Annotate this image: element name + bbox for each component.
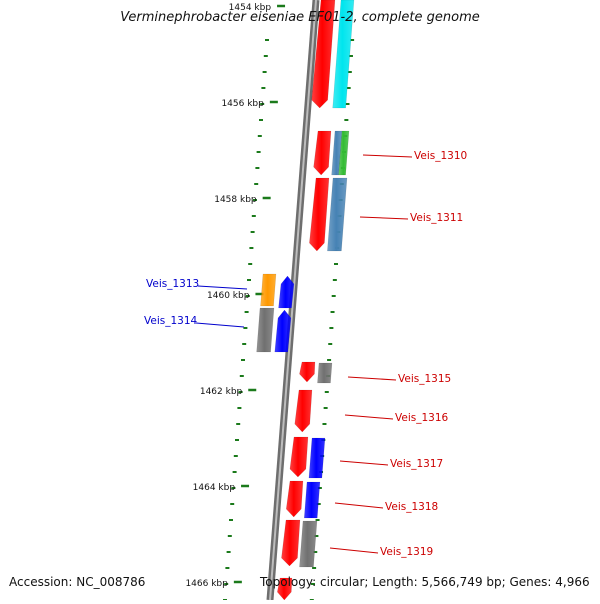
scale-label: 1462 kbp	[200, 387, 243, 397]
gene-bar-blue	[274, 309, 292, 353]
gene-label-leader	[359, 216, 409, 220]
gene-label: Veis_1316	[395, 412, 449, 424]
gene-label: Veis_1313	[146, 278, 199, 290]
gene-label-leader	[197, 285, 248, 290]
scale-label: 1466 kbp	[185, 579, 228, 589]
gene-label: Veis_1317	[390, 458, 443, 470]
gene-bar-red	[313, 130, 332, 176]
gene-label-leader	[195, 322, 245, 328]
gene-bar-red	[311, 0, 336, 109]
gene-bar-blue	[308, 437, 326, 479]
gene-bar-red	[294, 389, 313, 433]
gene-bar-red	[281, 519, 301, 567]
gene-label-leader	[344, 414, 394, 420]
gene-bar-gray	[256, 307, 275, 353]
gene-bar-red	[309, 177, 330, 252]
gene-bar-blue	[303, 481, 321, 519]
gene-bar-green	[338, 130, 350, 176]
genome-backbone-highlight	[269, 0, 317, 601]
gene-bar-cyan	[332, 0, 355, 109]
scale-label: 1454 kbp	[229, 3, 272, 13]
gene-label: Veis_1315	[398, 373, 451, 385]
gene-label-leader	[339, 460, 389, 466]
genome-title: Verminephrobacter eiseniae EF01-2, compl…	[120, 10, 480, 25]
gene-bar-steel	[327, 177, 348, 252]
scale-label: 1458 kbp	[214, 195, 257, 205]
gene-label-leader	[329, 547, 379, 554]
gene-label: Veis_1310	[414, 150, 467, 162]
gene-bar-gray	[299, 520, 318, 568]
scale-label: 1456 kbp	[221, 99, 264, 109]
accession-text: Accession: NC_008786	[9, 575, 146, 589]
gene-bar-red	[285, 480, 304, 518]
gene-bar-orange	[260, 273, 277, 307]
gene-label: Veis_1311	[410, 212, 463, 224]
gene-bar-gray	[317, 362, 333, 384]
gene-label: Veis_1319	[380, 546, 433, 558]
gene-label-leader	[334, 502, 384, 509]
scale-label: 1460 kbp	[207, 291, 250, 301]
gene-label: Veis_1318	[385, 501, 438, 513]
scale-label: 1464 kbp	[193, 483, 236, 493]
gene-label-leader	[362, 154, 413, 158]
gene-bar-red	[277, 577, 293, 601]
gene-label: Veis_1314	[144, 315, 198, 327]
gene-label-leader	[347, 376, 397, 381]
gene-bar-red	[299, 361, 316, 383]
genome-summary: Topology: circular; Length: 5,566,749 bp…	[260, 575, 590, 589]
gene-bar-red	[289, 436, 309, 478]
gene-bar-blue	[278, 275, 295, 309]
